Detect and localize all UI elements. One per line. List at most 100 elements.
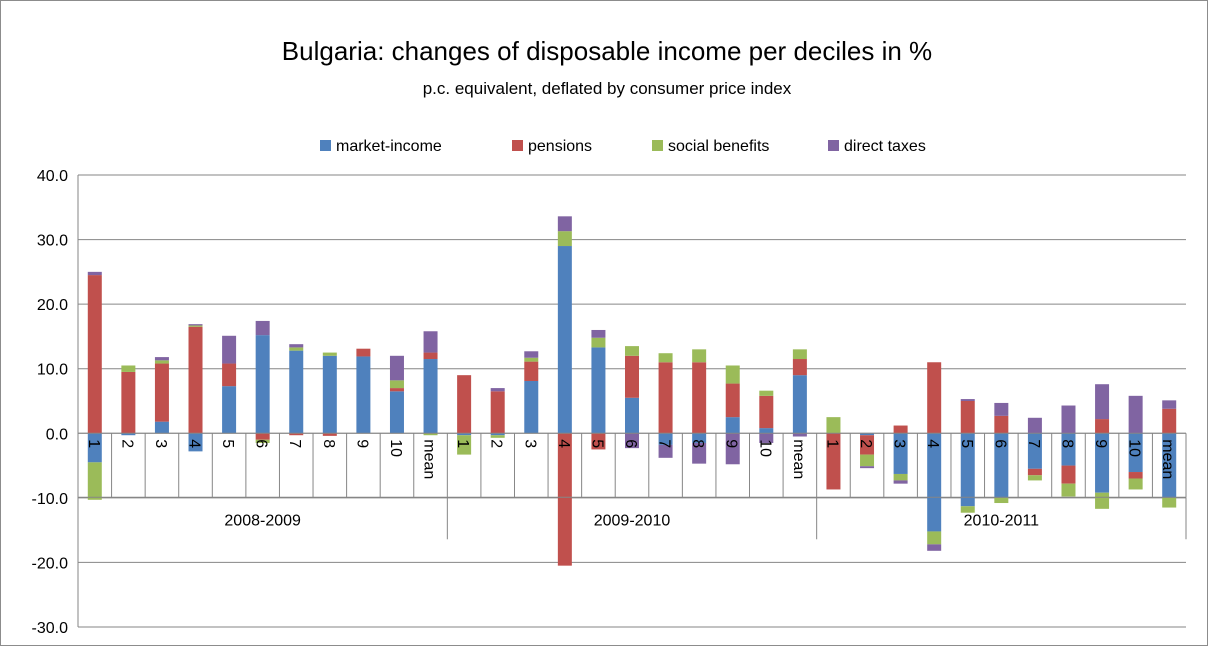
bar-segment-market-income xyxy=(154,421,169,434)
bar-segment-social-benefits xyxy=(1061,483,1076,497)
category-label: 1 xyxy=(85,439,102,448)
bar-segment-direct-taxes xyxy=(289,344,304,348)
bar-segment-market-income xyxy=(255,335,270,434)
bar-segment-direct-taxes xyxy=(1162,400,1177,409)
bar-segment-social-benefits xyxy=(255,439,270,443)
category-label: 2 xyxy=(118,439,135,448)
chart-title: Bulgaria: changes of disposable income p… xyxy=(282,36,932,66)
bar-segment-social-benefits xyxy=(960,506,975,513)
legend-swatch xyxy=(828,140,839,151)
bar-segment-direct-taxes xyxy=(893,480,908,484)
bar-segment-market-income xyxy=(457,433,472,436)
category-label: 1 xyxy=(454,439,471,448)
group-label: 2008-2009 xyxy=(224,512,301,529)
bar-segment-pensions xyxy=(1162,408,1177,434)
category-label: 1 xyxy=(823,439,840,448)
bar-segment-direct-taxes xyxy=(1061,405,1076,434)
bar-segment-pensions xyxy=(154,363,169,422)
category-label: 9 xyxy=(353,439,370,448)
bar-segment-social-benefits xyxy=(658,353,673,363)
bar-segment-pensions xyxy=(322,433,337,436)
bar-segment-pensions xyxy=(591,433,606,450)
bar-segment-social-benefits xyxy=(994,497,1009,504)
bar-segment-pensions xyxy=(389,388,404,392)
bar-segment-social-benefits xyxy=(1128,478,1143,490)
legend-label: pensions xyxy=(528,138,592,155)
bar-segment-market-income xyxy=(792,375,807,434)
y-tick-label: 40.0 xyxy=(37,168,68,185)
bar-segment-direct-taxes xyxy=(389,355,404,381)
bar-segment-market-income xyxy=(1162,433,1177,498)
bar-segment-social-benefits xyxy=(557,231,572,247)
category-label: 6 xyxy=(253,439,270,448)
category-label: 4 xyxy=(186,439,203,448)
bar-segment-direct-taxes xyxy=(524,351,539,358)
bar-segment-social-benefits xyxy=(423,433,438,436)
legend-swatch xyxy=(512,140,523,151)
bar-segment-market-income xyxy=(591,347,606,434)
bars xyxy=(87,216,1177,566)
y-tick-label: 10.0 xyxy=(37,362,68,379)
bar-segment-direct-taxes xyxy=(994,402,1009,416)
bar-segment-pensions xyxy=(960,401,975,434)
bar-segment-direct-taxes xyxy=(960,399,975,401)
bar-segment-pensions xyxy=(289,433,304,436)
bar-segment-market-income xyxy=(121,433,136,436)
y-tick-label: -30.0 xyxy=(32,620,69,637)
category-label: 7 xyxy=(1025,439,1042,448)
category-label: 4 xyxy=(555,439,572,448)
legend-label: market-income xyxy=(336,138,442,155)
bar-segment-pensions xyxy=(994,415,1009,434)
bar-segment-social-benefits xyxy=(692,349,707,363)
bar-segment-direct-taxes xyxy=(625,433,639,449)
bar-segment-market-income xyxy=(389,391,404,434)
bar-segment-social-benefits xyxy=(792,349,807,360)
bar-segment-pensions xyxy=(692,362,707,434)
bar-segment-pensions xyxy=(759,395,774,429)
bar-segment-market-income xyxy=(893,433,908,474)
bar-segment-market-income xyxy=(322,355,337,434)
category-label: 2 xyxy=(857,439,874,448)
bar-segment-social-benefits xyxy=(322,352,337,356)
bar-segment-social-benefits xyxy=(188,325,203,327)
bar-segment-pensions xyxy=(188,326,203,434)
bar-segment-social-benefits xyxy=(1027,475,1042,481)
bar-segment-market-income xyxy=(1128,433,1143,473)
y-tick-label: -20.0 xyxy=(32,555,69,572)
bar-segment-social-benefits xyxy=(289,347,304,351)
bar-segment-direct-taxes xyxy=(725,433,740,465)
bar-segment-market-income xyxy=(557,246,572,434)
bar-segment-direct-taxes xyxy=(222,335,237,364)
bar-segment-pensions xyxy=(423,352,438,360)
bar-segment-social-benefits xyxy=(725,365,740,384)
bar-segment-social-benefits xyxy=(121,365,136,372)
bar-segment-pensions xyxy=(860,435,875,455)
bar-segment-market-income xyxy=(1095,433,1110,493)
legend-label: social benefits xyxy=(668,138,769,155)
bar-segment-direct-taxes xyxy=(490,388,505,392)
bar-segment-direct-taxes xyxy=(87,271,102,276)
bar-segment-market-income xyxy=(222,386,237,434)
bar-segment-direct-taxes xyxy=(591,329,606,338)
bar-segment-social-benefits xyxy=(826,417,841,434)
category-label: 5 xyxy=(958,439,975,448)
bar-segment-market-income xyxy=(960,433,975,507)
bar-segment-pensions xyxy=(557,433,572,566)
bar-segment-social-benefits xyxy=(490,435,505,438)
bar-segment-social-benefits xyxy=(860,454,875,467)
bar-segment-market-income xyxy=(188,433,203,452)
bar-segment-pensions xyxy=(1061,465,1076,484)
bar-segment-pensions xyxy=(490,391,505,434)
category-label: 3 xyxy=(891,439,908,448)
bar-segment-direct-taxes xyxy=(255,320,270,336)
bar-segment-pensions xyxy=(87,275,102,434)
category-label: 4 xyxy=(924,439,941,448)
bar-segment-direct-taxes xyxy=(759,433,774,443)
bar-segment-pensions xyxy=(524,361,539,381)
category-label: 9 xyxy=(1092,439,1109,448)
bar-segment-pensions xyxy=(792,359,807,376)
bar-segment-direct-taxes xyxy=(927,544,942,551)
bar-segment-market-income xyxy=(994,433,1009,498)
category-label: 7 xyxy=(656,439,673,448)
bar-segment-social-benefits xyxy=(625,346,639,356)
